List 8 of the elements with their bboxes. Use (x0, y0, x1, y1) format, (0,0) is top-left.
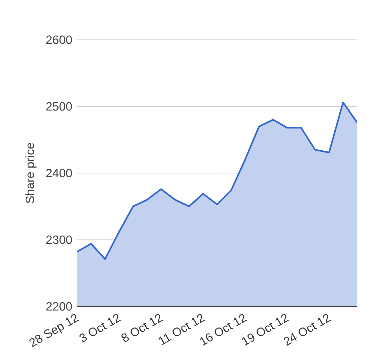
y-axis-title: Share price (26, 143, 37, 204)
y-tick-label: 2300 (46, 236, 72, 244)
x-tick-label: 3 Oct 12 (80, 314, 122, 342)
x-tick-label: 28 Sep 12 (30, 314, 80, 348)
y-tick-label: 2500 (46, 102, 72, 111)
y-tick-label: 2400 (46, 169, 72, 178)
y-tick-label: 2200 (46, 302, 72, 311)
y-tick-label: 2600 (46, 36, 72, 44)
